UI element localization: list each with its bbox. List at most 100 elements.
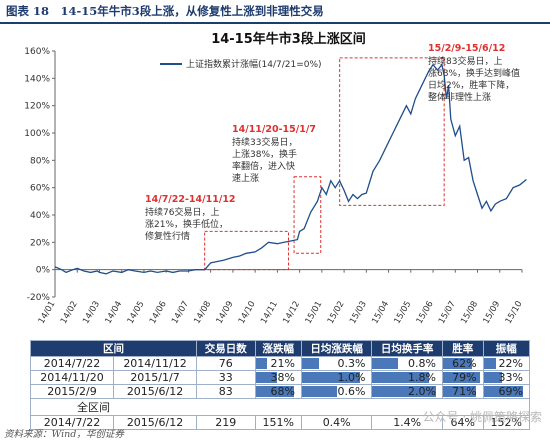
cell-turnover: 2.0% xyxy=(371,384,443,399)
cell-amp-bar xyxy=(483,358,497,369)
cell-chg: 151% xyxy=(254,415,302,430)
highlight-box-3 xyxy=(339,57,445,206)
source-note: 资料来源：Wind，华创证券 xyxy=(4,429,124,440)
cell-amp: 69% xyxy=(482,384,531,399)
cell-chg-value: 21% xyxy=(270,357,295,370)
cell-avg-chg-bar xyxy=(301,358,320,369)
cell-win: 64% xyxy=(441,415,484,430)
annotation-3-line: 持续83交易日，上 xyxy=(428,55,502,67)
cell-amp-bar xyxy=(483,372,503,383)
highlight-box-1 xyxy=(204,230,289,271)
x-tick-label: 15/07 xyxy=(437,300,458,326)
x-tick-label: 14/02 xyxy=(59,300,80,326)
y-tick-label: 20% xyxy=(30,238,50,248)
cell-start: 2014/11/20 xyxy=(29,370,115,385)
y-tick-label: 40% xyxy=(30,211,50,221)
cell-avg-chg-value: 1.0% xyxy=(337,371,366,384)
cell-win: 62% xyxy=(441,356,484,371)
x-tick-label: 14/07 xyxy=(170,300,191,326)
x-tick-label: 15/02 xyxy=(326,300,347,326)
cell-amp: 33% xyxy=(482,370,531,385)
annotation-1-line: 持续76交易日，上 xyxy=(145,206,219,218)
cell-win-bar xyxy=(442,386,477,397)
table-header-row: 区间 交易日数 涨跌幅 日均涨跌幅 日均换手率 胜率 振幅 xyxy=(29,340,531,357)
cell-amp-value: 69% xyxy=(498,385,523,398)
cell-start: 2014/7/22 xyxy=(29,415,115,430)
table-body: 2014/7/22 2014/11/12 76 21% 0.3% 0.8% 62% 22% 20… xyxy=(29,356,531,430)
cell-chg-bar xyxy=(255,358,268,369)
cell-end: 2015/6/12 xyxy=(113,415,198,430)
cell-chg: 21% xyxy=(254,356,302,371)
figure-header: 图表 18 14-15年牛市3段上涨，从修复性上涨到非理性交易 xyxy=(0,0,550,24)
annotation-2-title: 14/11/20-15/1/7 xyxy=(232,124,316,135)
cell-turnover-value: 2.0% xyxy=(407,385,436,398)
x-tick-label: 14/09 xyxy=(215,300,236,326)
x-tick-label: 15/09 xyxy=(481,300,502,326)
table-row: 2014/11/20 2015/1/7 33 38% 1.0% 1.8% 79% 33% xyxy=(29,370,531,385)
cell-win-value: 79% xyxy=(452,371,477,384)
y-tick-label: 120% xyxy=(24,102,50,112)
cell-days: 83 xyxy=(196,384,256,399)
col-header-days: 交易日数 xyxy=(196,340,256,357)
x-tick-label: 14/03 xyxy=(81,300,102,326)
annotation-3-line: 整体非理性上涨 xyxy=(428,91,491,103)
cell-turnover-bar xyxy=(372,372,430,383)
cell-amp: 152% xyxy=(482,415,531,430)
cell-days: 76 xyxy=(196,356,256,371)
annotation-3-title: 15/2/9-15/6/12 xyxy=(428,43,505,54)
cell-avg-chg: 0.3% xyxy=(300,356,373,371)
x-tick-label: 15/01 xyxy=(304,300,325,326)
x-tick-label: 14/11 xyxy=(259,300,280,326)
watermark: 公众号 · 姚佩策略探索 xyxy=(422,410,542,424)
x-tick-label: 15/04 xyxy=(370,300,391,326)
x-tick-label: 14/06 xyxy=(148,300,169,326)
x-tick-label: 15/06 xyxy=(415,300,436,326)
cell-chg-bar xyxy=(255,386,295,397)
x-tick-label: 15/10 xyxy=(504,300,525,326)
annotation-1-title: 14/7/22-14/11/12 xyxy=(145,194,236,205)
cell-end: 2014/11/12 xyxy=(113,356,198,371)
annotation-2-line: 速上涨 xyxy=(232,173,259,184)
annotation-3-line: 日均2%，胜率下降， xyxy=(428,79,514,91)
cell-turnover: 0.8% xyxy=(371,356,443,371)
x-tick-label: 15/03 xyxy=(348,300,369,326)
series-line xyxy=(54,63,527,275)
cell-win: 71% xyxy=(441,384,484,399)
table-row: 2014/7/22 2014/11/12 76 21% 0.3% 0.8% 62% 22% xyxy=(29,356,531,371)
cell-avg-chg: 0.6% xyxy=(300,384,373,399)
x-tick-label: 15/05 xyxy=(392,300,413,326)
y-tick-label: 160% xyxy=(24,47,50,57)
cell-turnover-bar xyxy=(372,358,398,369)
cell-amp: 22% xyxy=(482,356,531,371)
stats-table: 区间 交易日数 涨跌幅 日均涨跌幅 日均换手率 胜率 振幅 2014/7/22 2… xyxy=(29,340,531,430)
cell-chg-value: 68% xyxy=(270,385,295,398)
x-tick-label: 14/04 xyxy=(103,300,124,326)
col-header-turnover: 日均换手率 xyxy=(371,340,443,357)
y-tick-label: 140% xyxy=(24,74,50,84)
y-tick-label: 60% xyxy=(30,184,50,194)
annotation-2-line: 率翻倍，进入快 xyxy=(232,160,295,172)
chart-title: 14-15年牛市3段上涨区间 xyxy=(211,31,366,47)
annotation-1-line: 涨21%，换手低位， xyxy=(145,218,228,230)
cell-win-bar xyxy=(442,372,480,383)
line-chart: 14-15年牛市3段上涨区间 -20% 0% 20% 40% 60% 80% 100% 120%… xyxy=(24,31,527,326)
table-row: 2015/2/9 2015/6/12 83 68% 0.6% 2.0% 71% 69% xyxy=(29,384,531,399)
x-tick-label: 14/10 xyxy=(237,300,258,326)
x-tick-label: 15/08 xyxy=(459,300,480,326)
cell-end: 2015/6/12 xyxy=(113,384,198,399)
col-header-win: 胜率 xyxy=(441,340,484,357)
annotation-3-line: 涨68%，换手达到峰值 xyxy=(428,67,520,79)
cell-avg-chg-bar xyxy=(301,372,360,383)
cell-start: 2014/7/22 xyxy=(29,356,115,371)
table-row: 2014/7/22 2015/6/12 219 151% 0.4% 1.4% 64% 152% xyxy=(29,415,531,430)
cell-avg-chg-bar xyxy=(301,386,337,397)
cell-days: 219 xyxy=(196,415,256,430)
cell-turnover-value: 1.8% xyxy=(407,371,436,384)
cell-chg-value: 38% xyxy=(270,371,295,384)
x-tick-label: 14/12 xyxy=(281,300,302,326)
cell-start: 2015/2/9 xyxy=(29,384,115,399)
cell-avg-chg-value: 0.3% xyxy=(337,357,366,370)
legend-label: 上证指数累计涨幅(14/7/21=0%) xyxy=(186,58,322,70)
cell-avg-chg-value: 0.6% xyxy=(337,385,366,398)
cell-avg-chg: 0.4% xyxy=(300,415,373,430)
